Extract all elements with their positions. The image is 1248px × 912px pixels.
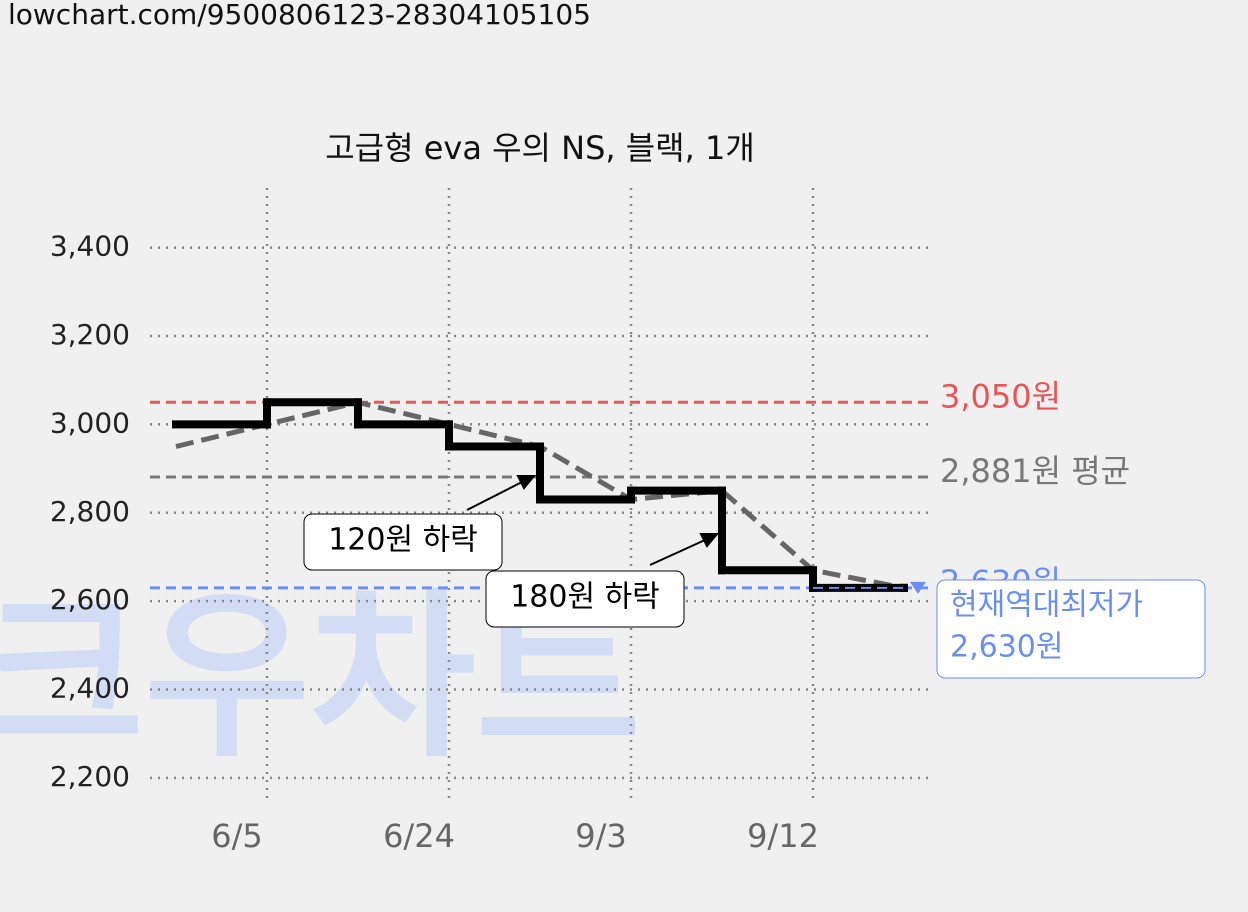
current-box (936, 579, 1206, 679)
reference-label: 3,050원 (940, 377, 1061, 415)
x-tick-label: 9/3 (575, 817, 627, 855)
x-tick-label: 6/5 (211, 817, 263, 855)
current-label: 현재역대최저가 (950, 588, 1143, 623)
min-marker (910, 581, 926, 594)
annotation-box (485, 570, 685, 628)
url: lowchart.com/9500806123-28304105105 (8, 0, 591, 31)
y-tick-label: 2,200 (50, 760, 130, 793)
y-tick-label: 3,200 (50, 318, 130, 351)
arrow (649, 539, 706, 566)
arrow-head (516, 475, 537, 490)
arrow-head (699, 533, 720, 548)
annotation: 120원 하락 (328, 523, 478, 558)
y-tick-label: 2,600 (50, 583, 130, 616)
y-tick-label: 2,800 (50, 495, 130, 528)
y-tick-label: 3,000 (50, 406, 130, 439)
reference-label: 2,881원 평균 (940, 452, 1130, 490)
grid: 2,200 2,400 2,600 2,800 3,000 3,200 3,400 6/5 6/… (50, 188, 932, 855)
chart-title: 고급형 eva 우의 NS, 블랙, 1개 (325, 129, 755, 167)
x-tick-label: 6/24 (383, 817, 455, 855)
arrows (466, 475, 720, 566)
x-tick-label: 9/12 (747, 817, 819, 855)
annotation-box (303, 513, 503, 571)
arrow (466, 481, 523, 511)
y-tick-label: 3,400 (50, 230, 130, 263)
y-tick-label: 2,400 (50, 672, 130, 705)
annotation: 180원 하락 (510, 580, 660, 615)
current-value: 2,630원 (950, 630, 1063, 665)
